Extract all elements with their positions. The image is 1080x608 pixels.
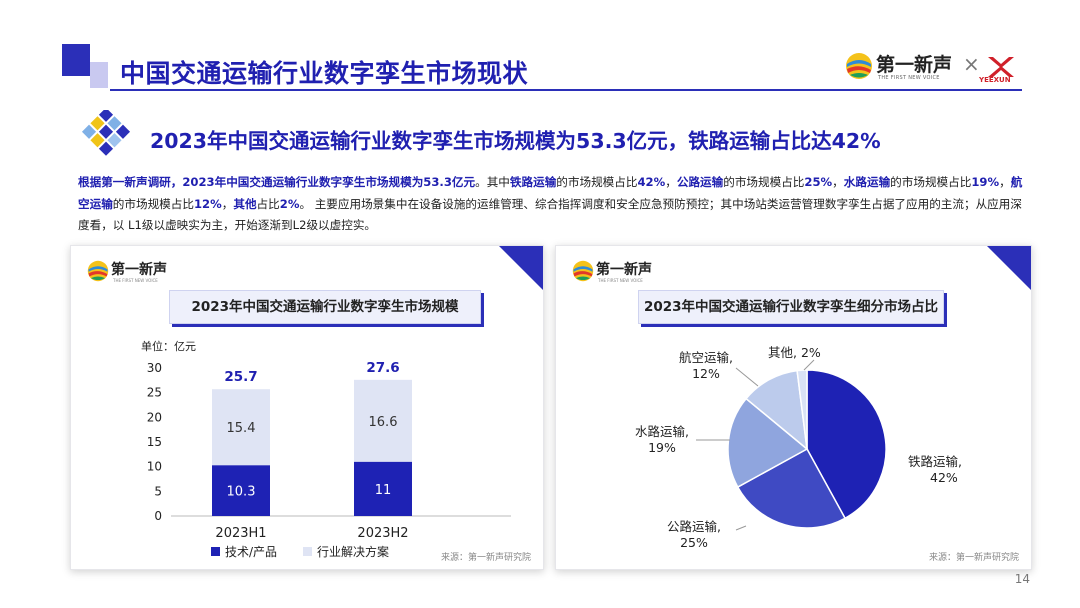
y-tick-label: 15 — [147, 435, 162, 449]
paragraph-text: 的市场规模占比 — [556, 175, 638, 189]
legend-label: 技术/产品 — [225, 545, 277, 559]
bar-value-label: 10.3 — [227, 485, 256, 500]
paragraph-text: ， — [221, 196, 234, 211]
brand-logo-group: 第一新声 THE FIRST NEW VOICE × YEEXUN — [845, 48, 1025, 86]
y-tick-label: 10 — [147, 460, 162, 474]
card-corner-decoration — [499, 246, 543, 290]
bar-segment-technology-product — [212, 465, 270, 516]
highlighted-text: 19% — [971, 175, 1000, 189]
legend-swatch — [211, 547, 220, 556]
pie-slice — [745, 369, 808, 451]
paragraph-text: ， — [832, 175, 844, 189]
first-new-voice-logo-icon — [572, 260, 594, 282]
pie-leader-line — [735, 367, 759, 387]
first-new-voice-logo-icon — [87, 260, 109, 282]
section-headline: 2023年中国交通运输行业数字孪生市场规模为53.3亿元，铁路运输占比达42% — [150, 129, 881, 153]
paragraph-text: 的市场规模占比 — [890, 175, 972, 189]
pie-leader-line — [735, 525, 747, 531]
pie-chart-card: 第一新声 THE FIRST NEW VOICE 2023年中国交通运输行业数字… — [555, 245, 1032, 570]
x-category-label: 2023H1 — [215, 526, 266, 541]
bar-chart-card: 第一新声 THE FIRST NEW VOICE 2023年中国交通运输行业数字… — [70, 245, 544, 570]
paragraph-text: 的市场规模占比 — [112, 196, 194, 211]
summary-paragraph: 根据第一新声调研，2023年中国交通运输行业数字孪生市场规模为53.3亿元。其中… — [78, 172, 1024, 237]
x-category-label: 2023H2 — [357, 526, 408, 541]
paragraph-text: 。 主要应用场景集中在设备设施的运维管理、综合指挥调度和安全应急预防预控；其中场… — [78, 196, 1022, 233]
first-new-voice-logo-icon — [846, 53, 872, 79]
pie-slice-label: 航空运输, 12% — [679, 350, 733, 381]
card-logo-name: 第一新声 — [596, 262, 652, 278]
highlighted-text: 铁路运输 — [509, 175, 557, 189]
brand-name: 第一新声 — [876, 54, 953, 76]
pie-slice-label: 水路运输, 19% — [635, 424, 689, 455]
highlighted-text: 其他 — [233, 196, 257, 211]
highlighted-text: 水路运输 — [843, 175, 891, 189]
y-tick-label: 20 — [147, 410, 162, 424]
bar-chart: 单位：亿元 0 5 10 15 20 25 30 10.3 15.4 25.7 2023H1 11 16.… — [141, 339, 511, 559]
card-logo-subtitle: THE FIRST NEW VOICE — [113, 278, 158, 283]
pie-slice-label: 公路运输, 25% — [667, 519, 721, 550]
paragraph-text: ， — [999, 175, 1011, 189]
paragraph-text: 占比 — [256, 196, 280, 211]
card-logo-subtitle: THE FIRST NEW VOICE — [598, 278, 643, 283]
bar-value-label: 11 — [375, 483, 392, 498]
page-title: 中国交通运输行业数字孪生市场现状 — [120, 59, 529, 88]
card-corner-decoration — [987, 246, 1031, 290]
pie-chart-title: 2023年中国交通运输行业数字孪生细分市场占比 — [638, 290, 944, 324]
pie-chart: 铁路运输, 42% 公路运输, 25% 水路运输, 19% 航空运输, 12% 其他, 2% — [635, 345, 962, 550]
highlighted-text: 2% — [279, 196, 300, 211]
paragraph-text: 的市场规模占比 — [723, 175, 805, 189]
bar-segment-technology-product — [354, 461, 412, 516]
paragraph-text: 。其中 — [475, 175, 510, 189]
highlighted-text: 公路运输 — [676, 175, 724, 189]
bar-value-label: 16.6 — [369, 415, 398, 430]
title-corner-decoration-light — [90, 62, 108, 88]
y-tick-label: 25 — [147, 386, 162, 400]
paragraph-text: ， — [665, 175, 677, 189]
pie-slice — [806, 369, 887, 520]
pie-slice — [736, 447, 847, 529]
highlighted-text: 42% — [637, 175, 666, 189]
card-logo: 第一新声 THE FIRST NEW VOICE — [87, 258, 207, 288]
partner-logo-icon — [988, 57, 1014, 77]
highlighted-text: 航空运输 — [78, 175, 1023, 211]
pie-slice — [796, 369, 808, 450]
pie-slice — [727, 397, 809, 489]
highlighted-text: 根据第一新声调研，2023年中国交通运输行业数字孪生市场规模为53.3亿元 — [78, 175, 476, 189]
bar-segment-industry-solution — [354, 379, 412, 462]
pie-slice-label: 铁路运输, 42% — [908, 454, 962, 485]
page-number: 14 — [1014, 572, 1030, 586]
bar-segment-industry-solution — [212, 389, 270, 466]
y-tick-label: 5 — [154, 484, 162, 498]
y-tick-label: 30 — [147, 361, 162, 375]
pie-slice-label: 其他, 2% — [768, 345, 821, 360]
bar-chart-title: 2023年中国交通运输行业数字孪生市场规模 — [169, 290, 481, 324]
pie-leader-line — [803, 359, 815, 371]
title-corner-decoration — [62, 44, 90, 76]
bar-value-label: 15.4 — [227, 421, 256, 436]
y-axis-unit-label: 单位：亿元 — [141, 339, 196, 353]
card-logo-name: 第一新声 — [111, 262, 167, 278]
highlighted-text: 25% — [804, 175, 833, 189]
legend-swatch — [303, 547, 312, 556]
diamond-cluster-icon — [81, 110, 131, 156]
legend-label: 行业解决方案 — [317, 544, 389, 559]
y-tick-label: 0 — [154, 509, 162, 523]
bar-chart-source: 来源：第一新声研究院 — [440, 553, 531, 563]
card-logo: 第一新声 THE FIRST NEW VOICE — [572, 258, 692, 288]
title-divider — [110, 89, 1022, 91]
pie-chart-source: 来源：第一新声研究院 — [928, 553, 1019, 563]
highlighted-text: 12% — [193, 196, 222, 211]
bar-total-label: 25.7 — [224, 369, 257, 385]
brand-subtitle: THE FIRST NEW VOICE — [878, 75, 940, 81]
bar-total-label: 27.6 — [366, 360, 399, 376]
brand-collab-x: × — [963, 52, 980, 76]
partner-name: YEEXUN — [979, 76, 1011, 84]
